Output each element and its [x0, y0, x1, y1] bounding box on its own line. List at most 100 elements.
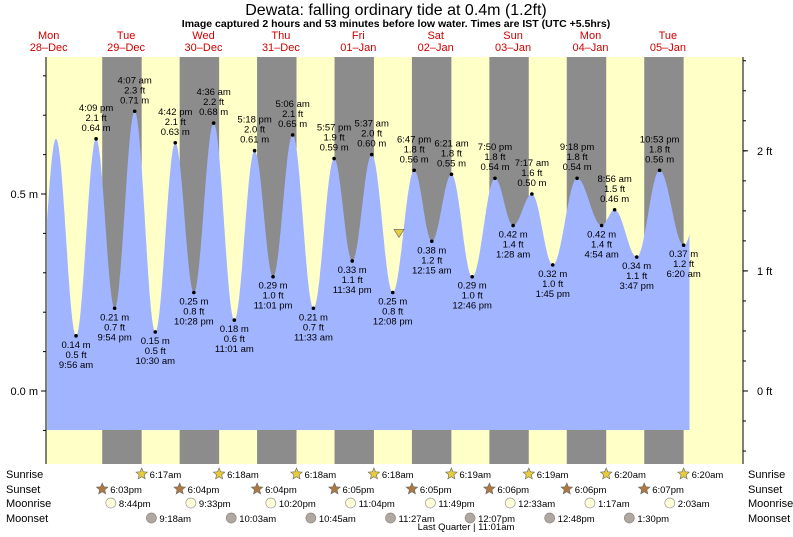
- day-date: 03–Jan: [495, 42, 531, 54]
- tide-m-label: 0.68 m: [199, 107, 228, 118]
- tide-time-label: 12:46 pm: [452, 301, 492, 312]
- sunset-time: 6:06pm: [575, 485, 607, 496]
- tide-time-label: 5:06 am: [275, 99, 309, 110]
- tide-time-label: 9:18 pm: [560, 142, 594, 153]
- tide-time-label: 11:34 pm: [333, 285, 372, 296]
- sunrise-time: 6:18am: [305, 470, 337, 481]
- moonset-time: 1:30pm: [637, 514, 669, 525]
- moonrise-time: 1:17am: [598, 499, 630, 510]
- day-headers: Mon28–DecTue29–DecWed30–DecThu31–DecFri0…: [30, 30, 686, 54]
- tide-point: [511, 223, 515, 228]
- tide-point: [173, 140, 178, 145]
- sunset-time: 6:05pm: [343, 485, 375, 496]
- current-level-marker: [393, 229, 405, 239]
- tide-time-label: 4:54 am: [584, 250, 618, 261]
- tide-time-label: 6:47 pm: [397, 134, 431, 145]
- row-label-left: Moonset: [6, 513, 48, 525]
- tide-m-label: 0.25 m: [179, 297, 208, 308]
- tide-ft-label: 1.4 ft: [591, 240, 612, 251]
- sun-star-icon: [328, 482, 341, 495]
- row-label-right: Sunrise: [748, 469, 785, 481]
- sun-star-icon: [173, 482, 187, 495]
- tide-m-label: 0.61 m: [240, 135, 269, 146]
- sun-star-icon: [367, 467, 381, 480]
- tide-point: [493, 176, 497, 181]
- tide-point: [271, 274, 275, 279]
- moonrise-time: 11:49pm: [438, 499, 474, 510]
- tide-ft-label: 0.8 ft: [183, 307, 204, 318]
- tide-m-label: 0.15 m: [141, 336, 170, 347]
- tide-point: [94, 137, 98, 141]
- tide-m-label: 0.54 m: [563, 162, 592, 173]
- tide-ft-label: 2.1 ft: [165, 117, 186, 128]
- tide-time-label: 7:50 pm: [478, 142, 512, 153]
- tide-time-label: 9:54 pm: [97, 332, 131, 343]
- row-label-left: Sunset: [6, 484, 40, 496]
- day-name: Mon: [38, 30, 59, 42]
- day-date: 04–Jan: [572, 42, 608, 54]
- row-label-right: Moonrise: [748, 498, 793, 510]
- tide-m-label: 0.34 m: [622, 261, 651, 272]
- sunrise-time: 6:18am: [382, 470, 414, 481]
- moonrise-time: 9:33pm: [199, 499, 231, 510]
- sun-star-icon: [444, 467, 458, 480]
- day-date: 28–Dec: [30, 42, 68, 54]
- row-label-left: Sunrise: [6, 469, 43, 481]
- tide-time-label: 9:56 am: [59, 360, 93, 371]
- chart-title: Dewata: falling ordinary tide at 0.4m (1…: [245, 2, 546, 19]
- day-name: Thu: [271, 30, 290, 42]
- moonset-time: 12:07pm: [478, 514, 515, 525]
- right-tick-label: 1 ft: [757, 266, 772, 278]
- tide-time-label: 1:45 pm: [536, 289, 570, 300]
- tide-m-label: 0.21 m: [100, 312, 129, 323]
- tide-ft-label: 2.0 ft: [361, 129, 382, 140]
- moonset-icon: [305, 512, 317, 524]
- moonset-time: 10:45am: [319, 514, 356, 525]
- tide-ft-label: 1.9 ft: [324, 133, 345, 144]
- tide-point: [252, 148, 257, 153]
- tide-ft-label: 1.1 ft: [342, 275, 363, 286]
- tide-water-area: [47, 111, 690, 431]
- tide-m-label: 0.59 m: [320, 143, 349, 154]
- tide-ft-label: 1.8 ft: [649, 144, 670, 155]
- tide-time-label: 1:28 am: [496, 250, 530, 261]
- tide-point: [332, 156, 336, 161]
- tide-point: [390, 290, 395, 295]
- moonrise-time: 2:03am: [678, 499, 710, 510]
- tide-ft-label: 1.8 ft: [567, 152, 588, 163]
- tide-time-label: 11:01 am: [215, 344, 254, 355]
- tide-ft-label: 2.1 ft: [282, 109, 303, 120]
- sun-star-icon: [637, 482, 651, 495]
- sun-star-icon: [482, 482, 496, 495]
- moonset-icon: [464, 512, 476, 524]
- moonset-icon: [225, 512, 237, 524]
- tide-labels: 0.14 m0.5 ft9:56 am4:09 pm2.1 ft0.64 m0.…: [59, 75, 701, 371]
- day-date: 05–Jan: [650, 42, 686, 54]
- sunrise-time: 6:19am: [459, 470, 491, 481]
- tide-ft-label: 1.2 ft: [673, 259, 694, 270]
- day-name: Tue: [659, 30, 678, 42]
- tide-point: [369, 152, 374, 157]
- day-name: Tue: [117, 30, 136, 42]
- tide-point: [112, 306, 117, 311]
- tide-m-label: 0.46 m: [600, 194, 629, 205]
- moonset-time: 9:18am: [159, 514, 191, 525]
- tide-point: [232, 318, 237, 322]
- row-label-right: Sunset: [748, 484, 782, 496]
- moonrise-icon: [664, 497, 676, 509]
- tide-point: [74, 334, 78, 338]
- moonset-icon: [146, 512, 157, 524]
- tide-point: [575, 176, 579, 181]
- tide-m-label: 0.65 m: [278, 119, 307, 130]
- tide-m-label: 0.18 m: [220, 324, 249, 335]
- tide-point: [681, 243, 686, 248]
- tide-ft-label: 0.7 ft: [104, 322, 125, 333]
- day-date: 31–Dec: [262, 42, 300, 54]
- tide-ft-label: 2.2 ft: [203, 97, 224, 108]
- row-label-right: Moonset: [748, 513, 790, 525]
- tide-time-label: 5:37 am: [355, 119, 389, 130]
- tide-time-label: 10:30 am: [135, 356, 175, 367]
- moonrise-time: 10:20pm: [279, 499, 316, 510]
- moonset-icon: [623, 512, 635, 524]
- tide-m-label: 0.56 m: [645, 154, 674, 165]
